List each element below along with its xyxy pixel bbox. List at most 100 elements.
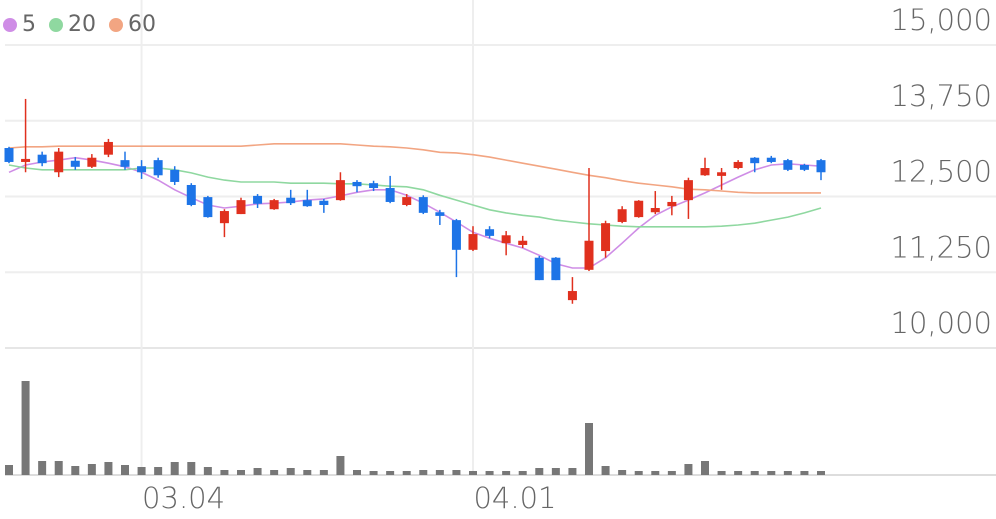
candle-body bbox=[352, 181, 362, 187]
volume-bar bbox=[452, 470, 461, 475]
volume-bar bbox=[419, 470, 428, 475]
volume-bar bbox=[170, 462, 179, 475]
x-tick-label: 04.01 bbox=[473, 481, 556, 515]
candle-body bbox=[683, 180, 693, 201]
volume-bar bbox=[568, 468, 577, 475]
candle-body bbox=[236, 200, 246, 215]
legend-marker bbox=[3, 18, 17, 32]
volume-bar bbox=[71, 466, 80, 475]
candle-body bbox=[385, 188, 395, 202]
candle bbox=[236, 197, 246, 215]
candle bbox=[534, 255, 544, 281]
candle-body bbox=[253, 195, 263, 204]
volume-bar bbox=[634, 471, 643, 475]
volume-bar bbox=[800, 471, 809, 475]
candle-body bbox=[485, 229, 495, 236]
candle-body bbox=[369, 183, 379, 189]
candle-body bbox=[733, 161, 743, 169]
candle-body bbox=[584, 240, 594, 270]
candle bbox=[451, 218, 461, 278]
candle bbox=[352, 180, 362, 193]
candle-body bbox=[286, 197, 296, 204]
volume-bar bbox=[203, 467, 212, 475]
volume-bar bbox=[783, 471, 792, 475]
candle bbox=[302, 189, 312, 207]
volume-bar bbox=[104, 462, 113, 475]
candle-body bbox=[153, 160, 163, 176]
candle-body bbox=[601, 223, 611, 252]
candle-body bbox=[816, 160, 826, 173]
candle bbox=[269, 198, 279, 210]
volume-bar bbox=[651, 471, 660, 475]
candle bbox=[468, 226, 478, 252]
candle bbox=[700, 157, 710, 176]
candle bbox=[170, 166, 180, 185]
legend-label: 5 bbox=[22, 12, 36, 37]
candle bbox=[253, 194, 263, 209]
candle bbox=[683, 177, 693, 219]
volume-bar bbox=[717, 471, 726, 475]
volume-bar bbox=[667, 471, 676, 475]
candle bbox=[418, 195, 428, 215]
candle-body bbox=[186, 184, 196, 205]
volume-bar bbox=[601, 466, 610, 475]
volume-bar bbox=[551, 468, 560, 475]
candle bbox=[435, 209, 445, 225]
candle-body bbox=[203, 197, 213, 218]
volume-bar bbox=[87, 464, 96, 475]
candle bbox=[733, 160, 743, 170]
candle-body bbox=[435, 212, 445, 216]
legend-label: 60 bbox=[128, 12, 156, 37]
candle-body bbox=[21, 158, 31, 162]
volume-bar bbox=[54, 461, 63, 475]
candle bbox=[120, 151, 130, 170]
candle bbox=[518, 235, 528, 249]
volume-bar bbox=[402, 471, 411, 475]
volume-bar bbox=[21, 381, 30, 475]
candle-body bbox=[766, 157, 776, 162]
candle bbox=[634, 200, 644, 218]
y-tick-label: 11,250 bbox=[891, 230, 992, 264]
volume-bar bbox=[270, 470, 279, 475]
volume-bar bbox=[369, 471, 378, 475]
candle-body bbox=[319, 200, 329, 205]
candle bbox=[667, 195, 677, 216]
y-tick-label: 10,000 bbox=[891, 306, 992, 340]
candle-body bbox=[451, 220, 461, 250]
volume-bar bbox=[137, 467, 146, 475]
volume-bar bbox=[303, 470, 312, 475]
candle bbox=[37, 151, 47, 167]
candle-body bbox=[103, 141, 113, 155]
y-tick-label: 12,500 bbox=[891, 155, 992, 189]
volume-bar bbox=[154, 467, 163, 475]
candle bbox=[385, 175, 395, 204]
candle bbox=[501, 231, 511, 256]
candle bbox=[369, 180, 379, 192]
volume-bar bbox=[485, 471, 494, 475]
candle-body bbox=[534, 257, 544, 281]
candle-body bbox=[418, 197, 428, 213]
volume-bar bbox=[701, 461, 709, 475]
candle-body bbox=[650, 208, 660, 213]
volume-bar bbox=[684, 464, 693, 475]
volume-bar bbox=[319, 470, 328, 475]
candle bbox=[4, 146, 14, 164]
candle bbox=[485, 226, 495, 239]
candle bbox=[186, 183, 196, 207]
candle bbox=[335, 172, 345, 201]
candle-body bbox=[799, 164, 809, 170]
candle bbox=[153, 157, 163, 178]
candle bbox=[103, 138, 113, 158]
volume-bar bbox=[286, 468, 295, 475]
legend-marker bbox=[49, 18, 63, 32]
candle-body bbox=[137, 166, 147, 173]
candle-body bbox=[518, 240, 528, 245]
candle-body bbox=[501, 235, 511, 244]
candle bbox=[70, 157, 80, 170]
candle-body bbox=[37, 154, 47, 164]
volume-bar bbox=[386, 471, 395, 475]
candle bbox=[551, 257, 561, 281]
candle-body bbox=[170, 169, 180, 182]
ma-line bbox=[8, 156, 822, 269]
